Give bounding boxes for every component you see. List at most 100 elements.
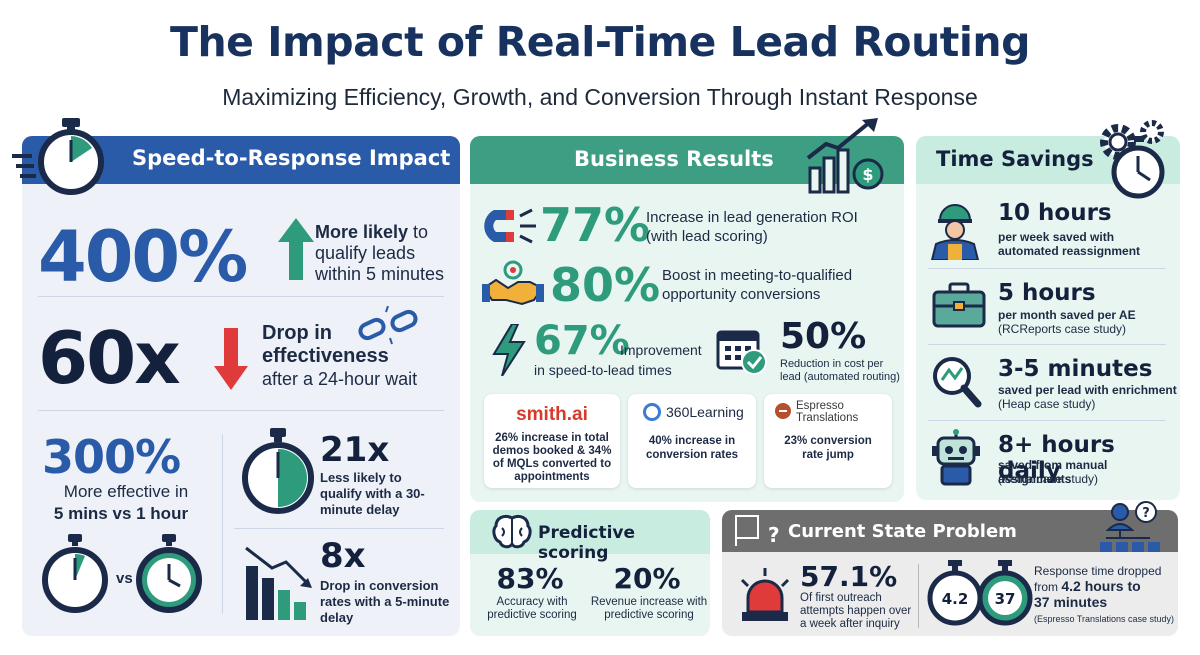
business-r2-text1: Boost in meeting-to-qualified <box>662 267 853 284</box>
brain-icon <box>492 514 532 549</box>
problem-q2-text: Response time dropped from 4.2 hours to … <box>1034 564 1178 627</box>
question-flow-icon: ? <box>735 515 780 547</box>
predictive-p1-value: 83% <box>496 562 564 595</box>
time-panel: Time Savings 10 hours per week saved wit… <box>916 136 1180 500</box>
business-r3-text1: Improvement <box>620 342 702 358</box>
smith-logo-text: smith.ai <box>516 404 588 425</box>
business-panel: Business Results 77% Increase in lead ge… <box>470 136 904 502</box>
time-t2-text2: (RCReports case study) <box>998 322 1127 336</box>
time-t1-text: per week saved with automated reassignme… <box>998 230 1141 258</box>
case-card-espresso: Espresso Translations 23% conversion rat… <box>764 394 892 488</box>
espresso-text: 23% conversion rate jump <box>784 435 872 461</box>
worker-icon <box>930 204 980 260</box>
problem-header-title: Current State Problem <box>788 521 1017 542</box>
stopwatch-icon <box>12 118 104 195</box>
speed-stat-400-line1: More likely <box>315 222 409 242</box>
lightning-icon <box>492 324 526 376</box>
stopwatch-icon <box>136 534 202 613</box>
svg-text:?: ? <box>1142 506 1150 521</box>
speed-stat-400-line1b: to <box>408 222 429 242</box>
org-chart-icon: ? <box>1100 501 1160 552</box>
arrow-up-icon <box>278 218 314 280</box>
business-r1-text: Increase in lead generation ROI (with le… <box>646 208 858 246</box>
speed-stat-60x-line2: effectiveness <box>262 345 389 367</box>
business-r2-text2: opportunity conversions <box>662 286 821 303</box>
speed-stat-8x-text: Drop in conversion rates with a 5-minute… <box>320 578 450 625</box>
predictive-header-title: Predictive scoring <box>538 523 636 563</box>
siren-icon <box>740 568 790 621</box>
page-subtitle: Maximizing Efficiency, Growth, and Conve… <box>222 84 978 110</box>
time-header-title: Time Savings <box>936 147 1094 171</box>
speed-panel: Speed-to-Response Impact 400% More likel… <box>22 136 460 636</box>
espresso-logo-icon <box>775 403 791 419</box>
time-t4-value: 8+ hours daily <box>998 432 1115 484</box>
time-t3-text2: (Heap case study) <box>998 397 1096 411</box>
speed-stat-300: 300% <box>42 430 181 484</box>
smith-logo: smith.ai <box>484 404 620 426</box>
360learning-logo: 360Learning <box>666 404 744 420</box>
broken-chain-icon <box>358 306 418 345</box>
problem-q2-text3: (Espresso Translations case study) <box>1034 614 1175 624</box>
problem-q1-text: Of first outreach attempts happen over a… <box>800 592 912 630</box>
predictive-p1-text: Accuracy with predictive scoring <box>487 596 577 621</box>
business-header-title: Business Results <box>574 147 774 171</box>
arrow-down-icon <box>214 328 248 390</box>
360learning-text: 40% increase in conversion rates <box>645 435 739 461</box>
espresso-logo: Espresso Translations <box>796 400 858 424</box>
time-t4-text1: saved from manual assignments <box>998 458 1108 486</box>
speed-stat-60x-text: Drop in effectiveness after a 24-hour wa… <box>262 322 417 391</box>
espresso-logo-line1: Espresso <box>796 400 844 412</box>
predictive-p2-value: 20% <box>613 562 681 595</box>
stopwatch-icon <box>42 534 108 613</box>
speed-stat-400-line3: within 5 minutes <box>315 264 445 284</box>
robot-icon <box>932 429 980 486</box>
360learning-logo-icon <box>643 403 661 421</box>
business-r4-text: Reduction in cost per lead (automated ro… <box>780 358 900 383</box>
time-t3-text1: saved per lead with enrichment <box>998 383 1177 397</box>
problem-q2-bold1: 4.2 hours to <box>1061 578 1141 594</box>
svg-text:$: $ <box>862 165 873 184</box>
declining-bars-icon <box>245 546 312 620</box>
time-t3-value: 3-5 minutes <box>998 356 1153 382</box>
business-r3-value: 67% <box>534 318 630 364</box>
speed-stat-21x-text: Less likely to qualify with a 30-minute … <box>320 470 425 517</box>
business-r1-text1: Increase in lead generation ROI <box>646 209 858 226</box>
time-t4-text2: (Aetna case study) <box>998 472 1099 486</box>
business-r1-text2: (with lead scoring) <box>646 228 768 245</box>
case-card-smith: smith.ai 26% increase in total demos boo… <box>484 394 620 488</box>
growth-chart-icon: $ <box>806 118 884 194</box>
svg-text:?: ? <box>768 523 780 547</box>
speed-stat-60x: 60x <box>38 316 181 400</box>
business-r4-value: 50% <box>780 316 867 357</box>
predictive-p2-text: Revenue increase with predictive scoring <box>590 596 708 621</box>
business-r1-value: 77% <box>540 198 651 252</box>
page-title: The Impact of Real-Time Lead Routing <box>170 18 1030 66</box>
speed-stat-400-line2: qualify leads <box>315 243 416 263</box>
time-t2-value: 5 hours <box>998 280 1096 306</box>
timer-b-value: 37 <box>994 590 1016 608</box>
problem-q2-bold2: 37 minutes <box>1034 594 1108 610</box>
stopwatch-icon <box>977 560 1033 626</box>
espresso-logo-line2: Translations <box>796 412 859 424</box>
speed-stat-300-line1: More effective in <box>63 482 189 501</box>
smith-text: 26% increase in total demos booked & 34%… <box>492 432 612 483</box>
speed-stat-8x: 8x <box>320 536 366 576</box>
handshake-icon <box>482 260 544 306</box>
speed-stat-60x-line1: Drop in <box>262 322 332 344</box>
problem-q2-text1: Response time dropped <box>1034 564 1162 578</box>
speed-header-title: Speed-to-Response Impact <box>132 146 451 170</box>
business-r3-text2: in speed-to-lead times <box>534 362 672 378</box>
speed-stat-400: 400% <box>38 216 248 298</box>
time-t1-value: 10 hours <box>998 200 1112 226</box>
calendar-check-icon <box>716 330 767 375</box>
briefcase-icon <box>932 282 986 328</box>
problem-q1-value: 57.1% <box>800 560 898 593</box>
business-r2-value: 80% <box>550 258 661 312</box>
time-t2-text1: per month saved per AE <box>998 308 1136 322</box>
magnifier-icon <box>933 357 982 408</box>
problem-q2-text2: from <box>1034 580 1062 594</box>
timer-a-value: 4.2 <box>941 590 969 608</box>
predictive-panel: Predictive scoring 83% Accuracy with pre… <box>470 510 710 636</box>
speed-stat-21x: 21x <box>320 430 390 470</box>
vs-label: vs <box>116 570 133 587</box>
